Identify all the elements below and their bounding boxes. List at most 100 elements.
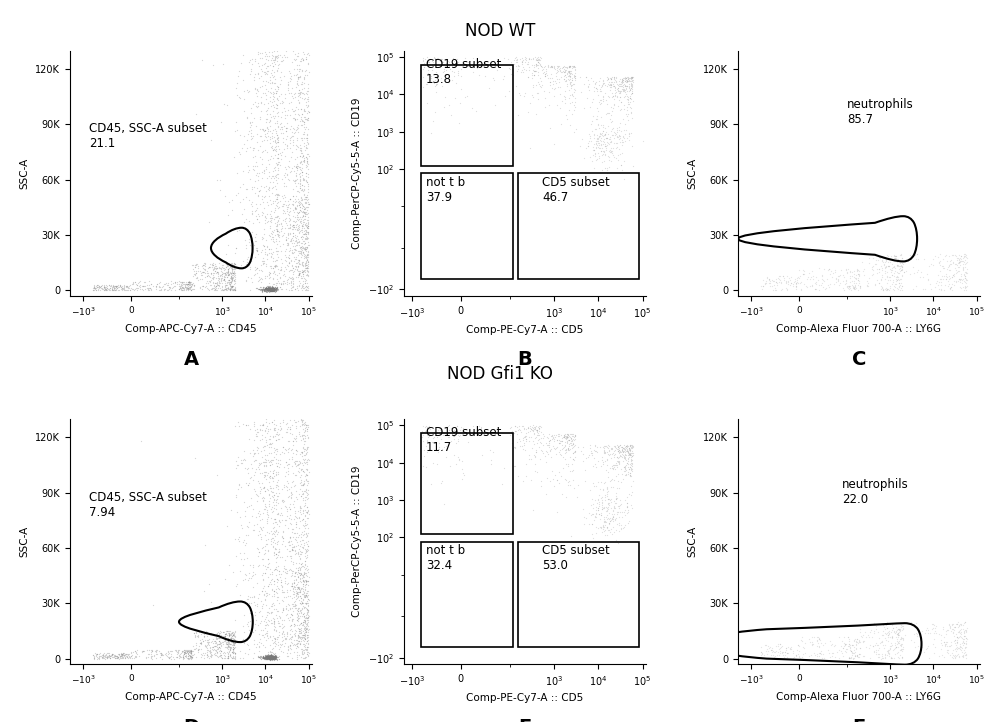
Point [605,504,621,516]
Point [893,619,909,631]
Point [279,203,295,214]
Point [263,283,279,295]
Point [254,191,270,202]
Point [294,557,310,568]
Point [298,219,314,231]
Point [849,637,865,648]
Point [257,212,273,223]
Point [264,284,280,296]
Point [549,506,565,518]
Point [116,648,132,659]
Point [168,644,184,656]
Point [779,284,795,296]
Point [597,494,613,505]
Point [574,133,590,144]
Point [176,646,192,658]
Point [614,164,630,175]
Point [219,271,235,282]
Point [562,77,578,89]
Point [559,430,575,441]
Point [527,458,543,469]
Point [292,505,308,516]
Point [180,282,196,294]
Point [281,161,297,173]
Point [416,61,432,73]
Point [264,651,280,662]
Point [617,128,633,139]
Y-axis label: Comp-PerCP-Cy5-5-A :: CD19: Comp-PerCP-Cy5-5-A :: CD19 [352,97,362,249]
Point [266,502,282,513]
Point [259,108,275,120]
Point [146,649,162,661]
Point [883,651,899,662]
Point [204,641,220,653]
Point [267,537,283,549]
Point [515,54,531,66]
Point [573,86,589,97]
Point [286,646,302,658]
Point [944,271,960,283]
Point [295,235,311,246]
Point [292,170,308,181]
Point [244,200,260,212]
Point [258,634,274,645]
Point [290,71,306,83]
Point [298,191,314,203]
Point [616,440,632,451]
Point [950,642,966,653]
Point [257,649,273,661]
Point [557,432,573,444]
Point [266,143,282,155]
Point [943,636,959,648]
Point [753,649,769,661]
Point [266,651,282,662]
Point [191,640,207,652]
Point [261,282,277,294]
Point [603,126,619,137]
Point [620,449,636,461]
Point [545,432,561,443]
Point [221,630,237,641]
Point [270,430,286,441]
Point [595,93,611,105]
Point [143,283,159,295]
Point [617,75,633,87]
Point [874,251,890,262]
Point [260,559,276,570]
Point [257,191,273,202]
Point [266,652,282,664]
Point [221,638,237,650]
Point [298,206,314,218]
Point [850,272,866,284]
Point [257,628,273,640]
Point [256,255,272,266]
Point [228,580,244,591]
Point [527,432,543,444]
Point [293,631,309,643]
Point [296,475,312,487]
Point [596,440,612,452]
Point [225,630,241,641]
Point [270,632,286,643]
Point [296,455,312,466]
Point [266,616,282,627]
Point [548,430,564,441]
Point [218,636,234,648]
Point [152,284,168,296]
Point [273,264,289,276]
Point [559,436,575,448]
Point [881,284,897,295]
Point [249,182,265,193]
Point [882,642,898,653]
Point [285,599,301,610]
Point [292,71,308,83]
Point [223,257,239,269]
Point [288,232,304,244]
Point [209,469,225,481]
Point [266,615,282,627]
Point [281,539,297,551]
Point [294,419,310,430]
Point [289,162,305,174]
Point [956,617,972,628]
Point [585,94,601,105]
